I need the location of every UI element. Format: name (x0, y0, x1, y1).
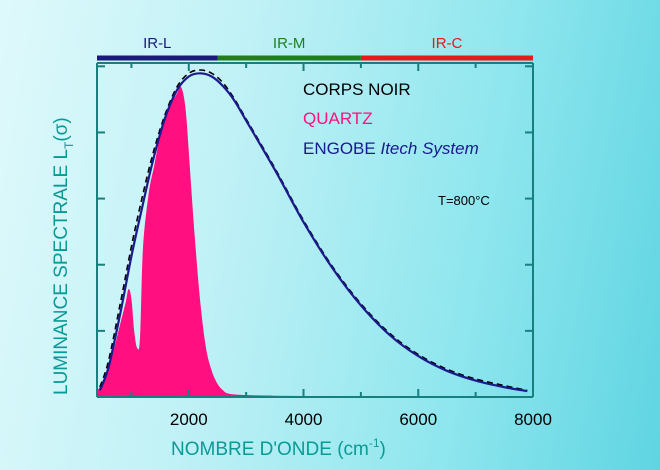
tick-marks (97, 63, 534, 397)
legend-engobe: ENGOBE Itech System (303, 139, 479, 158)
temperature-annotation: T=800°C (438, 193, 490, 208)
y-axis-label-paren: (σ) (51, 117, 72, 141)
x-axis-label-superscript: -1 (369, 436, 380, 450)
series-corps-noir-line (99, 69, 528, 392)
series-quartz-area (97, 86, 333, 398)
legend-corps-noir: CORPS NOIR (303, 80, 411, 99)
band-label-ir-c: IR-C (432, 35, 463, 52)
x-tick-label-2000: 2000 (170, 410, 208, 429)
x-tick-labels: 2000 4000 6000 8000 (170, 410, 552, 429)
band-label-ir-l: IR-L (143, 35, 171, 52)
spectral-bands: IR-L IR-M IR-C (97, 35, 533, 61)
series-engobe-line (98, 72, 528, 393)
series-layer (97, 69, 528, 398)
x-axis-label-close: ) (380, 439, 386, 460)
y-axis-label: LUMINANCE SPECTRALE LT(σ) (51, 117, 76, 395)
x-tick-label-4000: 4000 (285, 410, 323, 429)
legend-quartz: QUARTZ (303, 109, 373, 128)
x-tick-label-8000: 8000 (514, 410, 552, 429)
x-axis-label: NOMBRE D'ONDE (cm-1) (171, 436, 386, 460)
axes (96, 62, 534, 398)
band-label-ir-m: IR-M (273, 35, 306, 52)
legend-engobe-suffix: Itech System (380, 139, 478, 158)
y-axis-label-subscript: T (62, 141, 76, 149)
legend: CORPS NOIR QUARTZ ENGOBE Itech System (303, 80, 479, 158)
x-tick-label-6000: 6000 (399, 410, 437, 429)
